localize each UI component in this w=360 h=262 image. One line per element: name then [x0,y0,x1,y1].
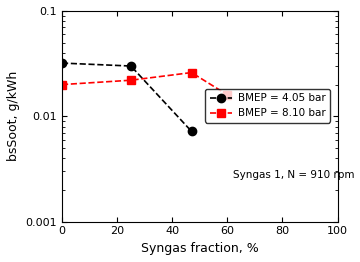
Text: Syngas 1, N = 910 rpm: Syngas 1, N = 910 rpm [233,170,354,180]
BMEP = 4.05 bar [189,130,194,133]
BMEP = 8.10 bar [129,79,133,82]
X-axis label: Syngas fraction, %: Syngas fraction, % [141,242,258,255]
BMEP = 8.10 bar [225,93,229,96]
BMEP = 4.05 bar [129,64,133,68]
BMEP = 8.10 bar [60,83,64,86]
Line: BMEP = 4.05 bar: BMEP = 4.05 bar [58,59,196,135]
Y-axis label: bsSoot, g/kWh: bsSoot, g/kWh [7,71,20,161]
BMEP = 4.05 bar [60,62,64,65]
BMEP = 8.10 bar [189,71,194,74]
Line: BMEP = 8.10 bar: BMEP = 8.10 bar [58,68,231,99]
Legend: BMEP = 4.05 bar, BMEP = 8.10 bar: BMEP = 4.05 bar, BMEP = 8.10 bar [206,89,330,123]
